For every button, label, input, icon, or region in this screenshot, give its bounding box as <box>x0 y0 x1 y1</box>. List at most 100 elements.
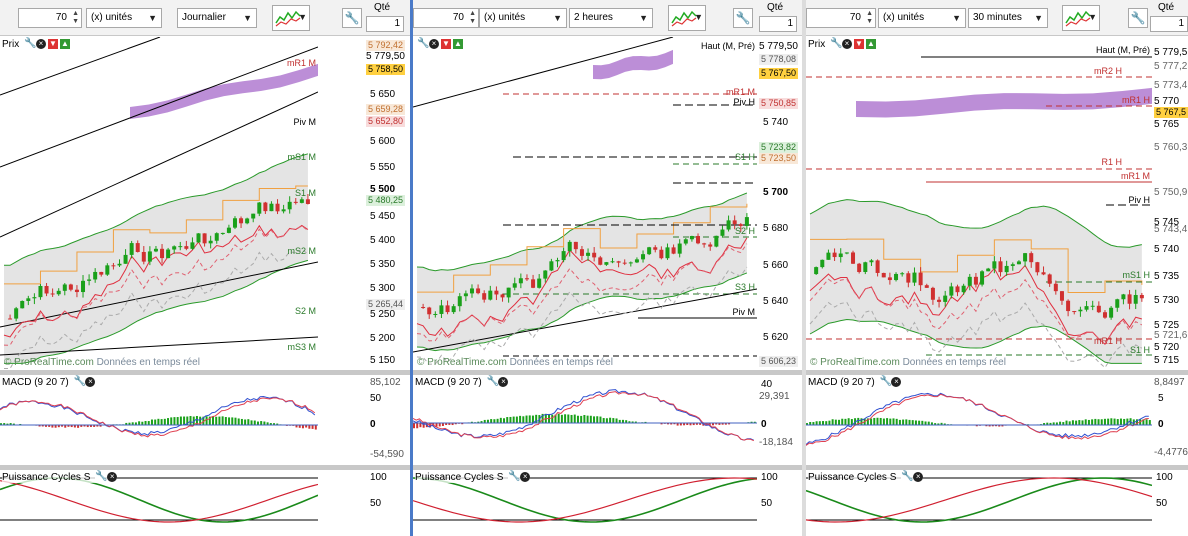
macd-histogram-bar <box>305 425 308 428</box>
wrench-icon[interactable]: 🔧 <box>830 38 843 50</box>
unit-select[interactable]: (x) unités ▼ <box>479 8 567 28</box>
pivot-level-label: mS2 M <box>287 246 316 256</box>
axis-tick-label: 5 400 <box>370 235 396 246</box>
close-icon[interactable]: × <box>429 39 439 50</box>
close-icon[interactable]: × <box>891 377 902 388</box>
arrow-up-icon[interactable]: ▲ <box>60 39 71 50</box>
arrow-up-icon[interactable]: ▲ <box>866 39 877 50</box>
macd-histogram-bar <box>828 420 831 425</box>
macd-histogram-bar <box>854 418 857 425</box>
price-axis[interactable]: 5 779,5 5 777,2 5 773,4 5 770 5 765 5 760,3 5 … <box>1152 37 1188 370</box>
cycles-chart[interactable]: Puissance Cycles S 🔧 × <box>806 470 1152 536</box>
wrench-icon[interactable]: 🔧 <box>901 471 914 483</box>
timeframe-select[interactable]: 30 minutes ▼ <box>968 8 1048 28</box>
qte-input[interactable]: 1 <box>366 16 404 32</box>
cycles-axis: 100 50 <box>318 470 410 536</box>
macd-histogram-bar <box>593 416 596 423</box>
macd-plot-svg <box>0 375 318 465</box>
macd-histogram-bar <box>183 416 186 425</box>
timeframe-select[interactable]: Journalier ▼ <box>177 8 257 28</box>
spinner-icon[interactable]: ▲ ▼ <box>72 10 79 25</box>
quantity-input[interactable]: 70 ▲ ▼ <box>413 8 479 28</box>
trend-line <box>0 91 318 238</box>
wrench-icon[interactable]: 🔧 <box>24 38 37 50</box>
price-tag: 5 652,80 <box>366 116 406 127</box>
close-icon[interactable]: × <box>107 472 118 483</box>
macd-histogram-bar <box>895 418 898 425</box>
candle <box>1078 309 1083 312</box>
pane-separator[interactable] <box>413 465 802 470</box>
unit-select[interactable]: (x) unités ▼ <box>878 8 966 28</box>
axis-tick-label: 5 200 <box>370 333 396 344</box>
candle <box>900 273 905 275</box>
wrench-icon[interactable]: 🔧 <box>1128 8 1148 28</box>
spinner-icon[interactable]: ▲ ▼ <box>866 10 873 25</box>
candle <box>592 252 597 258</box>
wrench-icon[interactable]: 🔧 <box>417 38 430 50</box>
candle <box>689 236 694 240</box>
macd-histogram-bar <box>490 419 493 423</box>
close-icon[interactable]: × <box>520 472 531 483</box>
wrench-icon[interactable]: 🔧 <box>879 376 892 388</box>
close-icon[interactable]: × <box>913 472 924 483</box>
unit-select[interactable]: (x) unités ▼ <box>86 8 162 28</box>
candle <box>838 253 843 258</box>
macd-chart[interactable]: MACD (9 20 7) 🔧 × <box>413 375 757 465</box>
close-icon[interactable]: × <box>85 377 96 388</box>
close-icon[interactable]: × <box>498 377 509 388</box>
close-icon[interactable]: × <box>842 39 853 50</box>
ichimoku-cloud <box>130 63 318 119</box>
quantity-input[interactable]: 70 ▲ ▼ <box>18 8 82 28</box>
chart-type-button[interactable]: ▼ <box>1062 5 1100 31</box>
price-chart[interactable]: 🔧 × ▼ ▲ © ProRealTime.com Données en temps … <box>413 37 757 370</box>
spinner-icon[interactable]: ▲ ▼ <box>469 10 476 25</box>
axis-tick-label: 5 770 <box>1154 96 1180 107</box>
macd-chart[interactable]: MACD (9 20 7) 🔧 × <box>0 375 318 465</box>
panel-divider[interactable] <box>802 0 806 536</box>
macd-histogram-bar <box>276 423 279 425</box>
arrow-down-icon[interactable]: ▼ <box>441 39 451 50</box>
arrow-down-icon[interactable]: ▼ <box>48 39 59 50</box>
macd-histogram-bar <box>234 417 237 425</box>
price-chart[interactable]: Prix 🔧 × ▼ ▲ © ProRealTime.com Données en t… <box>0 37 318 370</box>
price-axis[interactable]: 5 779,50 5 778,08 5 767,50 5 750,85 5 740 5 7… <box>757 37 802 370</box>
qte-input[interactable]: 1 <box>1150 16 1188 32</box>
wrench-icon[interactable]: 🔧 <box>73 376 86 388</box>
timeframe-select[interactable]: 2 heures ▼ <box>569 8 653 28</box>
macd-chart[interactable]: MACD (9 20 7) 🔧 × <box>806 375 1152 465</box>
wrench-icon[interactable]: 🔧 <box>95 471 108 483</box>
pane-separator[interactable] <box>0 465 410 470</box>
axis-tick-label: 5 300 <box>370 283 396 294</box>
price-axis[interactable]: 5 792,42 5 779,50 5 758,50 5 650 5 659,28 5 6… <box>318 37 410 370</box>
wrench-icon[interactable]: 🔧 <box>508 471 521 483</box>
macd-histogram-bar <box>554 414 557 423</box>
chevron-down-icon: ▼ <box>243 13 252 23</box>
arrow-up-icon[interactable]: ▲ <box>453 39 463 50</box>
wrench-icon[interactable]: 🔧 <box>733 8 753 28</box>
price-chart[interactable]: Prix 🔧 × ▼ ▲ © ProRealTime.com Données en t… <box>806 37 1152 370</box>
macd-histogram-bar <box>937 423 940 425</box>
pane-separator[interactable] <box>806 465 1188 470</box>
pane-separator[interactable] <box>413 370 802 375</box>
close-icon[interactable]: × <box>36 39 47 50</box>
cycles-chart[interactable]: Puissance Cycles S 🔧 × <box>0 470 318 536</box>
qte-label: Qté <box>1158 2 1175 13</box>
macd-histogram-bar <box>454 423 457 425</box>
candle <box>123 254 128 264</box>
candle <box>1016 261 1021 265</box>
quantity-input[interactable]: 70 ▲ ▼ <box>806 8 876 28</box>
arrow-down-icon[interactable]: ▼ <box>854 39 865 50</box>
wrench-icon[interactable]: 🔧 <box>486 376 499 388</box>
panel-divider[interactable] <box>410 0 413 536</box>
chart-type-button[interactable]: ▼ <box>668 5 706 31</box>
cycles-chart[interactable]: Puissance Cycles S 🔧 × <box>413 470 757 536</box>
candle <box>512 283 517 288</box>
qte-input[interactable]: 1 <box>759 16 797 32</box>
macd-histogram-bar <box>628 421 631 423</box>
pane-separator[interactable] <box>806 370 1188 375</box>
wrench-icon[interactable]: 🔧 <box>342 8 362 28</box>
macd-histogram-bar <box>253 420 256 425</box>
macd-histogram-bar <box>711 423 714 426</box>
pane-separator[interactable] <box>0 370 410 375</box>
chart-type-button[interactable]: ▼ <box>272 5 310 31</box>
